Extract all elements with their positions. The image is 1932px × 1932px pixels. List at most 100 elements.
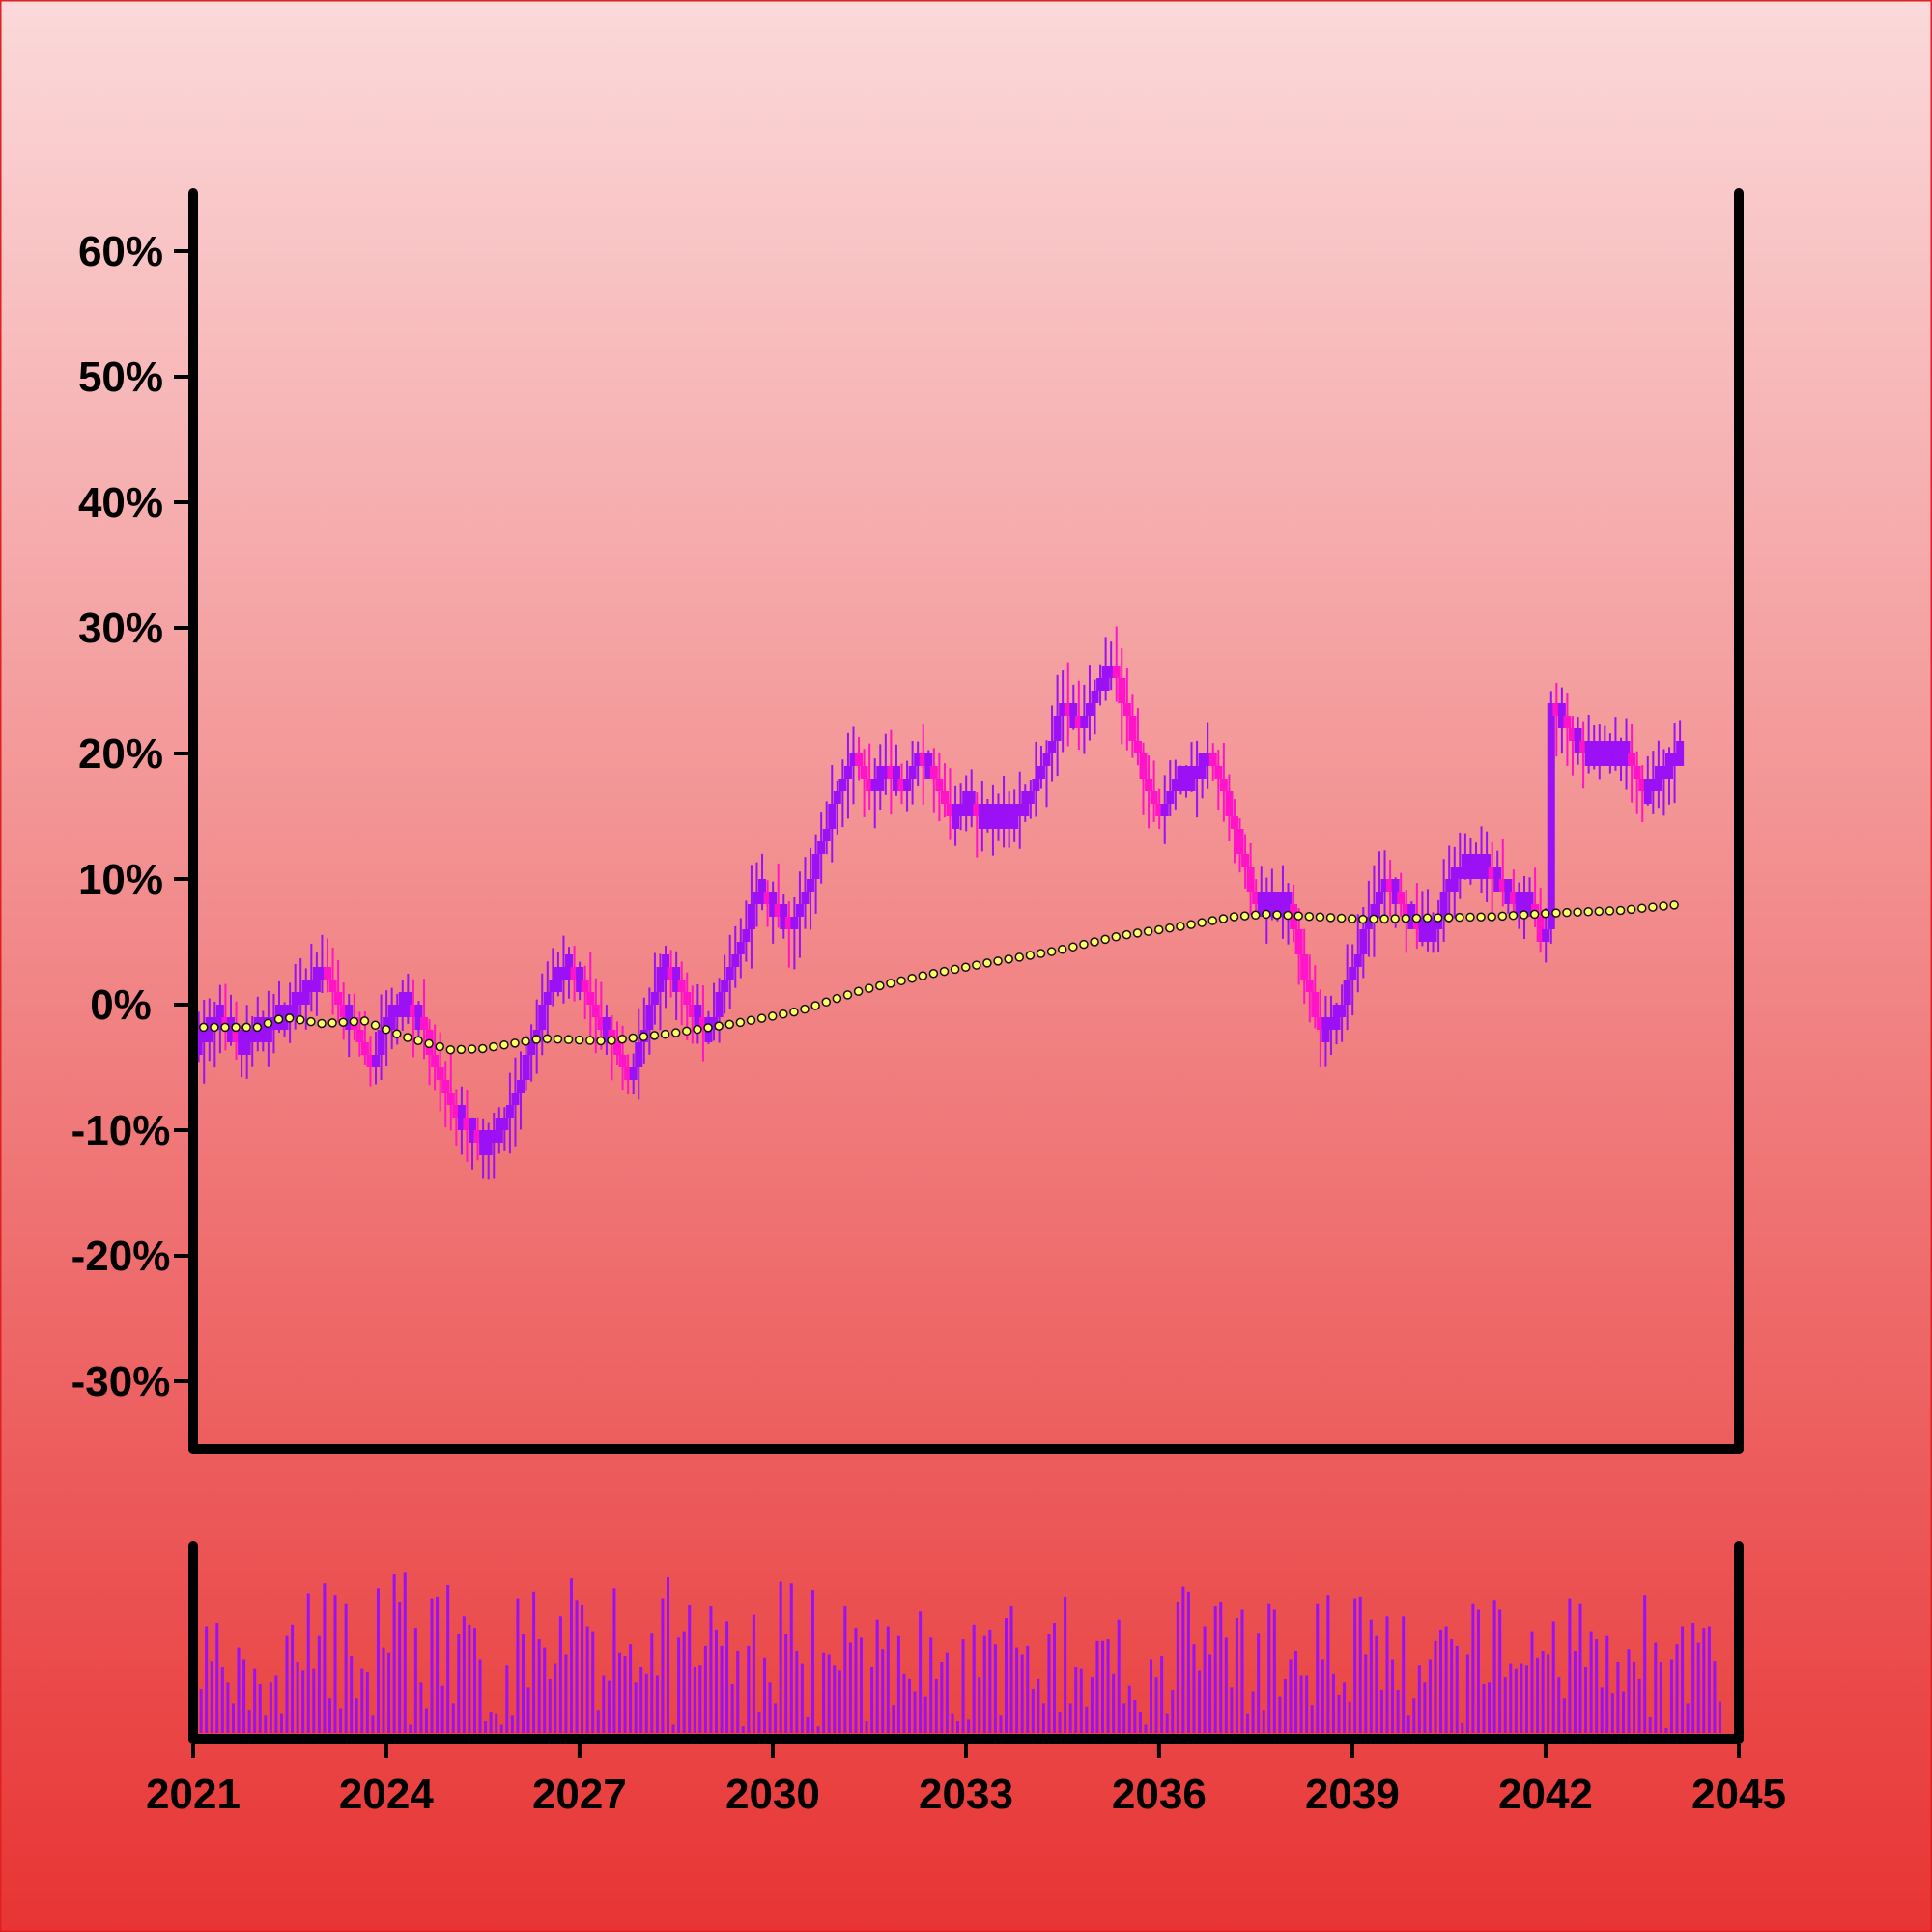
- candle-body: [946, 804, 954, 816]
- volume-bar: [934, 1678, 938, 1733]
- volume-bar: [564, 1654, 568, 1733]
- moving-average-point: [489, 1041, 498, 1052]
- candle-body: [769, 892, 778, 917]
- volume-bar: [1465, 1654, 1469, 1733]
- volume-bar: [440, 1685, 444, 1733]
- candle-body: [919, 753, 927, 766]
- volume-bar: [451, 1703, 455, 1733]
- moving-average-point: [1111, 932, 1122, 942]
- candle-body: [672, 967, 681, 992]
- volume-bar: [489, 1711, 493, 1733]
- volume-bar: [902, 1673, 906, 1733]
- volume-bar: [220, 1667, 224, 1733]
- volume-bar: [285, 1635, 289, 1733]
- candle-body: [1338, 1005, 1347, 1017]
- moving-average-point: [1529, 909, 1540, 920]
- candle: [624, 1054, 633, 1094]
- volume-bar: [495, 1713, 498, 1733]
- volume-bar: [1251, 1691, 1255, 1733]
- candle: [924, 750, 933, 779]
- candle-body: [1509, 892, 1518, 904]
- candle: [1568, 716, 1577, 776]
- candle-body: [838, 779, 847, 791]
- moving-average-point: [349, 1016, 359, 1027]
- volume-bar: [1085, 1706, 1089, 1733]
- candle-body: [1193, 766, 1202, 779]
- candle-body: [914, 753, 923, 766]
- volume-bar: [215, 1623, 219, 1733]
- candle: [280, 1002, 289, 1037]
- moving-average-point: [263, 1018, 273, 1029]
- candle: [200, 1000, 209, 1084]
- candle: [1290, 884, 1298, 943]
- candle: [988, 784, 997, 856]
- candle: [1466, 838, 1475, 885]
- candle-body: [897, 779, 906, 791]
- candle-body: [1311, 992, 1320, 1017]
- candle: [747, 865, 755, 969]
- moving-average-point: [1348, 914, 1357, 923]
- candle: [710, 982, 719, 1041]
- volume-bar: [908, 1678, 912, 1733]
- volume-bar: [1482, 1684, 1486, 1733]
- volume-bar: [1379, 1690, 1383, 1733]
- moving-average-point: [392, 1029, 402, 1038]
- candle: [1563, 693, 1572, 766]
- moving-average-point: [435, 1041, 444, 1052]
- moving-average-point: [1036, 949, 1046, 958]
- candle-body: [1397, 892, 1406, 904]
- candlestick-series: [194, 626, 1685, 1180]
- volume-bar: [446, 1585, 450, 1733]
- volume-bar: [1444, 1626, 1448, 1733]
- candle-body: [469, 1118, 477, 1143]
- candle: [1439, 859, 1448, 942]
- candle-body: [677, 980, 686, 992]
- candle-body: [855, 753, 864, 766]
- candle: [656, 953, 665, 1031]
- candle: [1091, 679, 1099, 735]
- moving-average-point: [1025, 951, 1036, 960]
- candle-body: [355, 1030, 364, 1042]
- volume-bar: [1417, 1665, 1421, 1733]
- candle-body: [790, 917, 799, 929]
- candle: [929, 748, 938, 813]
- moving-average-point: [1100, 934, 1110, 945]
- candle: [1118, 648, 1126, 745]
- moving-average-point: [1573, 907, 1582, 917]
- candle-body: [436, 1067, 444, 1080]
- x-tick-label: 2033: [919, 1771, 1013, 1818]
- volume-bar: [1305, 1675, 1309, 1733]
- candle: [1257, 866, 1265, 918]
- volume-bar: [822, 1652, 826, 1733]
- candle: [1456, 832, 1464, 899]
- candle: [420, 979, 429, 1060]
- volume-bar: [693, 1667, 696, 1733]
- candle: [629, 1053, 638, 1094]
- volume-bar: [344, 1603, 348, 1733]
- moving-average-point: [1648, 902, 1658, 912]
- candle-body: [667, 967, 675, 980]
- candle-body: [1633, 766, 1641, 779]
- candle-body: [490, 1130, 498, 1143]
- candle: [1676, 720, 1685, 766]
- moving-average-point: [670, 1028, 681, 1037]
- volume-bar: [1310, 1705, 1314, 1733]
- candle: [973, 792, 981, 858]
- candle-body: [1252, 892, 1261, 904]
- moving-average-point: [220, 1022, 230, 1033]
- volume-bar: [569, 1578, 573, 1733]
- volume-bar: [1503, 1677, 1507, 1733]
- candle-body: [1665, 753, 1674, 779]
- volume-bar: [419, 1682, 423, 1733]
- volume-bar: [1020, 1654, 1024, 1733]
- price-panel: -30% -20% -10% 0% 10% 20% 30% 40% 50% 60%: [71, 188, 1744, 1454]
- volume-bar: [881, 1649, 885, 1733]
- candle: [1375, 851, 1383, 919]
- moving-average-point: [628, 1033, 638, 1043]
- candle-body: [1107, 666, 1116, 678]
- candle-body: [807, 879, 815, 892]
- volume-bar: [1681, 1626, 1685, 1733]
- moving-average-point: [553, 1034, 563, 1044]
- volume-bar: [210, 1661, 213, 1733]
- candle-body: [983, 804, 992, 829]
